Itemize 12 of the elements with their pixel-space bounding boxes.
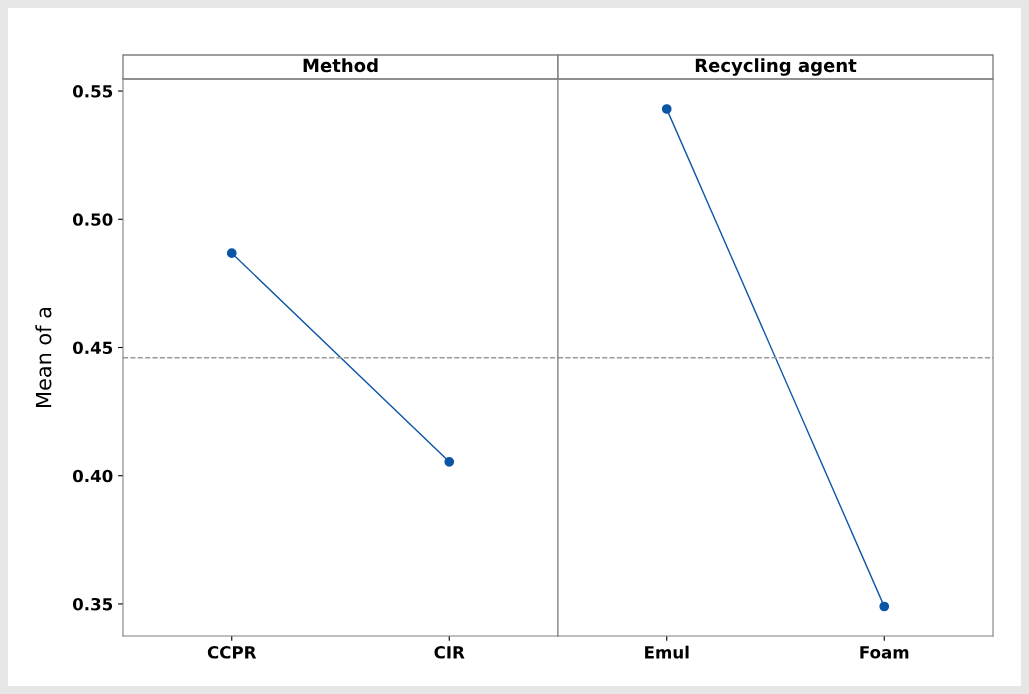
y-tick-label: 0.40 bbox=[72, 469, 113, 483]
x-tick-label: Foam bbox=[860, 646, 909, 659]
y-tick-label: 0.50 bbox=[72, 213, 113, 226]
y-tick-label: 0.35 bbox=[72, 597, 113, 611]
y-axis-title: Mean of a bbox=[35, 307, 52, 407]
x-tick-label: CCPR bbox=[207, 646, 257, 659]
chart-title: Recycling agent bbox=[695, 58, 857, 76]
y-tick-label: 0.45 bbox=[72, 341, 113, 355]
chart-title: Method bbox=[303, 58, 378, 73]
x-tick-label: CIR bbox=[434, 646, 465, 659]
y-tick-label: 0.55 bbox=[72, 85, 113, 98]
x-tick-label: Emul bbox=[645, 645, 689, 659]
